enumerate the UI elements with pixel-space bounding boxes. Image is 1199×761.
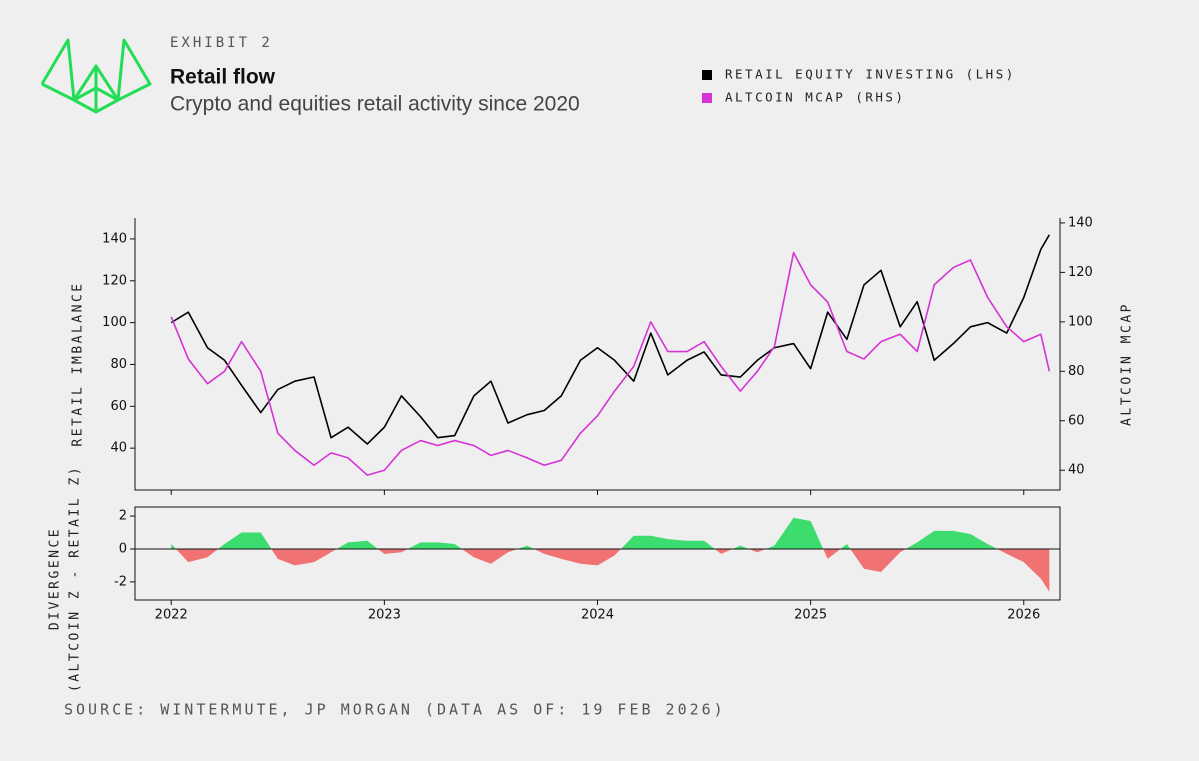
y-tick-label: 120	[102, 273, 127, 288]
y-axis-label: DIVERGENCE	[48, 527, 63, 630]
y-tick-label: -2	[114, 574, 127, 589]
legend-label: RETAIL EQUITY INVESTING (LHS)	[725, 67, 1016, 82]
legend-swatch	[702, 93, 712, 103]
y-tick-label: 0	[119, 541, 127, 556]
x-tick-label: 2024	[581, 608, 614, 623]
y2-tick-label: 60	[1068, 413, 1085, 428]
title: Retail flow	[170, 66, 276, 89]
x-tick-label: 2026	[1007, 608, 1040, 623]
exhibit-label: EXHIBIT 2	[170, 35, 273, 51]
y2-tick-label: 100	[1068, 314, 1093, 329]
logo	[40, 38, 152, 114]
legend-swatch	[702, 70, 712, 80]
x-tick-label: 2023	[368, 608, 401, 623]
y-tick-label: 40	[110, 441, 127, 456]
x-tick-label: 2022	[155, 608, 188, 623]
y2-axis-label: ALTCOIN MCAP	[1120, 302, 1135, 426]
source: SOURCE: WINTERMUTE, JP MORGAN (DATA AS O…	[64, 701, 726, 719]
y-tick-label: 2	[119, 509, 127, 524]
y2-tick-label: 140	[1068, 215, 1093, 230]
y2-tick-label: 120	[1068, 265, 1093, 280]
series-line	[170, 251, 1051, 476]
y-axis-label: (ALTCOIN Z - RETAIL Z)	[68, 465, 83, 692]
y2-tick-label: 40	[1068, 463, 1085, 478]
series-line	[170, 234, 1051, 445]
x-tick-label: 2025	[794, 608, 827, 623]
y-tick-label: 60	[110, 399, 127, 414]
subtitle: Crypto and equities retail activity sinc…	[170, 93, 580, 116]
y-tick-label: 100	[102, 315, 127, 330]
legend-label: ALTCOIN MCAP (RHS)	[725, 90, 905, 105]
y2-tick-label: 80	[1068, 364, 1085, 379]
divergence-area	[171, 517, 1050, 592]
y-tick-label: 80	[110, 357, 127, 372]
y-axis-label: RETAIL IMBALANCE	[71, 281, 86, 446]
y-tick-label: 140	[102, 231, 127, 246]
